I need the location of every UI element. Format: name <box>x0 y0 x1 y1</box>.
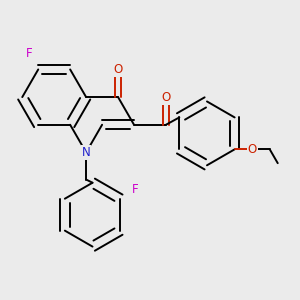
Text: O: O <box>248 143 257 156</box>
Text: N: N <box>82 146 91 159</box>
Text: F: F <box>132 183 139 196</box>
Text: O: O <box>113 64 123 76</box>
Text: O: O <box>161 91 171 104</box>
Text: F: F <box>26 47 32 60</box>
